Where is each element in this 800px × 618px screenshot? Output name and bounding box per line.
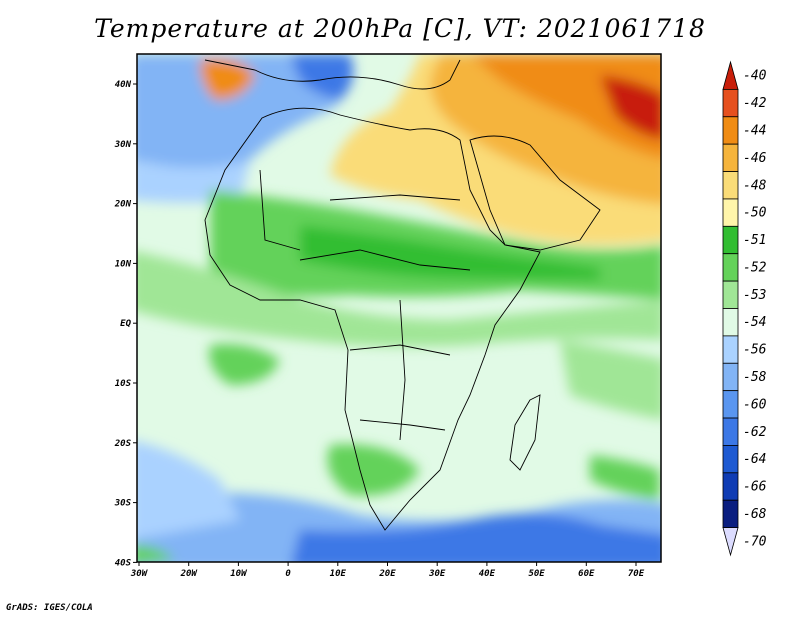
colorbar-label: -54 [743, 315, 766, 330]
credit-label: GrADS: IGES/COLA [6, 603, 93, 613]
field-lightgreen-band [137, 251, 661, 347]
africa-outline [204, 107, 541, 531]
colorbar-swatch [722, 116, 739, 145]
colorbar-swatch [722, 335, 739, 364]
field-green-se [590, 455, 660, 500]
field-green-indian [560, 340, 661, 420]
europe-coast [204, 59, 461, 90]
colorbar-swatch [722, 472, 739, 501]
lon-tick-label: 10W [230, 569, 248, 579]
colorbar-label: -40 [743, 69, 767, 84]
lon-tick-label: 20W [180, 569, 199, 579]
lat-tick-label: 20S [114, 439, 132, 449]
lon-tick-label: 20E [378, 569, 396, 579]
colorbar-label: -50 [743, 206, 767, 221]
inner-border-5 [399, 299, 406, 441]
temperature-field [137, 54, 661, 562]
lat-tick-label: 10S [115, 379, 132, 389]
colorbar-label: -53 [743, 288, 766, 303]
inner-border-6 [259, 169, 301, 251]
field-hottest-ne [600, 75, 661, 140]
lat-tick-label: 30S [114, 499, 132, 509]
colorbar-label: -44 [743, 123, 766, 138]
inner-border-3 [349, 344, 451, 356]
madagascar-outline [509, 394, 541, 471]
field-cold-sw [137, 441, 240, 539]
lat-tick-label: 40N [115, 80, 132, 90]
field-green-sa [327, 444, 420, 496]
inner-border-4 [359, 419, 446, 431]
map-title: Temperature at 200hPa [C], VT: 202106171… [94, 14, 706, 43]
colorbar-label: -60 [743, 397, 767, 412]
colorbar-swatch [722, 445, 739, 474]
colorbar-label: -66 [743, 480, 767, 495]
coastlines [204, 59, 601, 531]
field-cold-nw [137, 54, 348, 169]
colorbar-swatch [722, 280, 739, 309]
colorbar-label: -52 [743, 260, 767, 275]
field-hot-spain [200, 59, 255, 100]
colorbar-swatch [722, 499, 739, 529]
colorbar-label: -58 [743, 370, 767, 385]
colorbar-swatch [722, 362, 739, 392]
field-green-sw-corner [137, 545, 175, 562]
colorbar-label: -48 [743, 178, 767, 193]
colorbar-swatch [722, 171, 739, 200]
lon-tick-label: 50E [528, 569, 545, 579]
colorbar-swatch [722, 60, 739, 90]
colorbar-swatch [722, 198, 739, 227]
colorbar-swatch [722, 143, 739, 172]
colorbar-label: -51 [743, 233, 766, 248]
colorbar-swatch [722, 390, 739, 419]
axis-ticks: 30W 20W 10W 0 10E 20E 30E 40E 50E 60E 70E 40N 30N 20N… [114, 80, 645, 579]
lat-tick-label: EQ [120, 319, 131, 329]
field-green-band-dark [300, 225, 600, 280]
colorbar-swatch [722, 88, 739, 118]
lon-tick-label: 0 [285, 569, 291, 579]
colorbar-swatch [722, 225, 739, 255]
lat-tick-label: 30N [114, 140, 132, 150]
colorbar-swatch [722, 527, 739, 557]
colorbar: -40 -42 -44 -46 -48 -50 -51 -52 -53 -54 -56 -58 -60 -… [722, 60, 767, 557]
colorbar-swatch [722, 417, 739, 446]
lat-tick-label: 10N [115, 259, 132, 269]
colorbar-label: -62 [743, 425, 767, 440]
field-colder-nw [290, 54, 354, 100]
inner-border-2 [299, 249, 471, 271]
lon-tick-label: 10E [330, 569, 347, 579]
field-colder-south [292, 513, 661, 562]
lon-tick-label: 40E [479, 569, 496, 579]
colorbar-label: -64 [743, 452, 766, 467]
lat-tick-label: 40S [115, 558, 132, 568]
colorbar-label: -42 [743, 96, 767, 111]
colorbar-label: -56 [743, 343, 767, 358]
inner-border-1 [329, 194, 461, 201]
arabia-outline [469, 135, 601, 251]
colorbar-label: -70 [743, 534, 767, 549]
lon-tick-label: 30W [130, 569, 149, 579]
lat-tick-label: 20N [114, 200, 132, 210]
lon-tick-label: 60E [578, 569, 595, 579]
colorbar-label: -46 [743, 151, 767, 166]
colorbar-label: -68 [743, 507, 767, 522]
lon-tick-label: 30E [428, 569, 446, 579]
colorbar-swatch [722, 253, 739, 282]
lon-tick-label: 70E [628, 569, 645, 579]
field-green-west [209, 344, 280, 385]
colorbar-swatch [722, 308, 739, 337]
plot-frame [136, 53, 662, 563]
